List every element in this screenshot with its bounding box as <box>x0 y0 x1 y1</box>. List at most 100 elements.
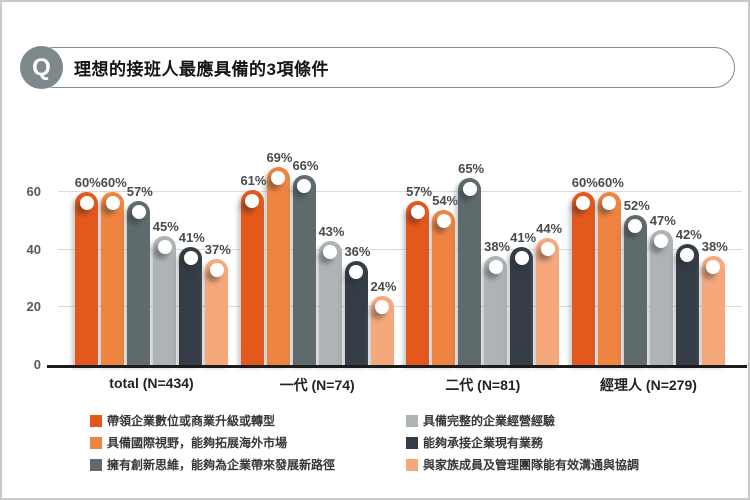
legend-item: 能夠承接企業現有業務 <box>406 436 639 450</box>
bar-value-label: 54% <box>432 192 459 208</box>
page-title: 理想的接班人最應具備的3項條件 <box>74 60 329 79</box>
x-axis-label: total (N=434) <box>109 375 194 391</box>
bar-dot <box>349 265 364 280</box>
bar-value-label: 57% <box>406 184 433 200</box>
legend-label: 擁有創新思維，能夠為企業帶來發展新路徑 <box>107 458 336 472</box>
bar-dot <box>680 248 695 263</box>
bar-1-2 <box>101 192 124 365</box>
bar-dot <box>514 251 529 266</box>
legend-swatch <box>406 415 418 427</box>
bar-dot <box>628 219 643 234</box>
x-axis-label: 一代 (N=74) <box>279 377 355 393</box>
x-axis-label: 二代 (N=81) <box>445 377 521 393</box>
bar-column: 52% <box>624 198 650 365</box>
bar-value-label: 45% <box>152 218 179 234</box>
legend-label: 與家族成員及管理團隊能有效溝通與協調 <box>423 458 640 472</box>
bar-dot <box>105 196 120 211</box>
bar-4-6 <box>701 255 725 365</box>
bar-2-3 <box>292 175 316 365</box>
legend-swatch <box>90 415 102 427</box>
legend-item: 帶領企業數位或商業升級或轉型 <box>90 414 406 428</box>
bar-column: 38% <box>701 239 728 365</box>
bar-1-1 <box>75 192 98 365</box>
bar-value-label: 60% <box>571 175 598 191</box>
bar-4-1 <box>571 192 595 365</box>
x-axis-label: 經理人 (N=279) <box>600 377 697 393</box>
bar-column: 42% <box>675 227 702 365</box>
gridline <box>58 191 742 193</box>
legend-column: 帶領企業數位或商業升級或轉型 具備國際視野，能夠拓展海外市場 擁有創新思維，能夠為企… <box>90 414 406 472</box>
bar-column: 44% <box>536 221 562 365</box>
bar-1-5 <box>179 247 202 365</box>
bar-column: 60% <box>571 175 598 365</box>
bar-value-label: 43% <box>318 224 345 240</box>
bar-column: 41% <box>510 230 536 365</box>
legend-label: 帶領企業數位或商業升級或轉型 <box>107 414 276 428</box>
bar-dot <box>323 245 338 260</box>
bar-3-4 <box>484 255 508 365</box>
bar-column: 65% <box>458 161 484 365</box>
bar-dot <box>410 205 425 220</box>
bar-2-1 <box>240 189 264 365</box>
legend-item: 擁有創新思維，能夠為企業帶來發展新路徑 <box>90 458 406 472</box>
bar-2-2 <box>266 166 290 365</box>
bar-value-label: 66% <box>292 158 319 174</box>
bar-value-label: 52% <box>623 198 650 214</box>
legend-swatch <box>90 437 102 449</box>
bar-dot <box>436 213 451 228</box>
legend-swatch <box>406 459 418 471</box>
bar-dot <box>576 196 591 211</box>
bar-column: 41% <box>179 230 205 365</box>
bar-dot <box>79 196 94 211</box>
bar-column: 38% <box>484 239 510 365</box>
bar-3-1 <box>406 201 430 365</box>
bar-value-label: 44% <box>536 221 563 237</box>
y-axis-tick: 20 <box>26 299 41 315</box>
bar-dot <box>271 170 286 185</box>
bar-3-2 <box>432 209 456 365</box>
bar-column: 60% <box>598 175 624 365</box>
bar-dot <box>462 182 477 197</box>
legend-label: 能夠承接企業現有業務 <box>423 436 544 450</box>
bar-column: 69% <box>266 150 292 365</box>
bar-group: 57% 54% 65% 38% 41% 44% <box>406 161 562 365</box>
bar-3-5 <box>510 247 534 365</box>
legend-swatch <box>90 459 102 471</box>
bar-column: 24% <box>370 279 396 365</box>
bar-dot <box>488 259 503 274</box>
bar-column: 45% <box>153 219 179 365</box>
x-axis-line <box>47 365 747 368</box>
bar-value-label: 38% <box>701 238 728 254</box>
bar-column: 60% <box>101 175 127 365</box>
bar-column: 66% <box>292 158 318 365</box>
legend-item: 與家族成員及管理團隊能有效溝通與協調 <box>406 458 639 472</box>
bar-2-4 <box>318 241 342 365</box>
bar-3-6 <box>536 238 560 365</box>
bar-value-label: 38% <box>484 238 511 254</box>
bar-value-label: 69% <box>266 149 293 165</box>
bar-groups: 60% 60% 57% 45% 41% 37% 61% 69% 66% 43% 36% 24% 57% 5… <box>58 150 742 365</box>
bar-value-label: 65% <box>458 161 485 177</box>
legend-column: 具備完整的企業經營經驗 能夠承接企業現有業務與家族成員及管理團隊能有效溝通與協調 <box>406 414 639 472</box>
bar-value-label: 60% <box>100 175 127 191</box>
x-axis-labels: total (N=434) 一代 (N=74) 二代 (N=81) 經理人 (N=27… <box>58 365 742 395</box>
bar-value-label: 41% <box>178 230 205 246</box>
legend-item: 具備完整的企業經營經驗 <box>406 414 639 428</box>
bar-dot <box>245 193 260 208</box>
bar-4-5 <box>675 244 699 365</box>
gridline <box>58 306 742 308</box>
bar-column: 47% <box>650 213 676 365</box>
bar-value-label: 57% <box>126 184 153 200</box>
bar-column: 60% <box>75 175 101 365</box>
bar-value-label: 47% <box>649 212 676 228</box>
bar-dot <box>375 299 390 314</box>
legend-label: 具備完整的企業經營經驗 <box>423 414 556 428</box>
bar-1-6 <box>205 258 228 365</box>
bar-dot <box>540 242 555 257</box>
y-axis-tick: 40 <box>26 241 41 257</box>
bar-2-5 <box>344 261 368 365</box>
bar-value-label: 37% <box>204 241 231 257</box>
title-pill <box>33 47 735 88</box>
bar-1-3 <box>127 201 150 365</box>
